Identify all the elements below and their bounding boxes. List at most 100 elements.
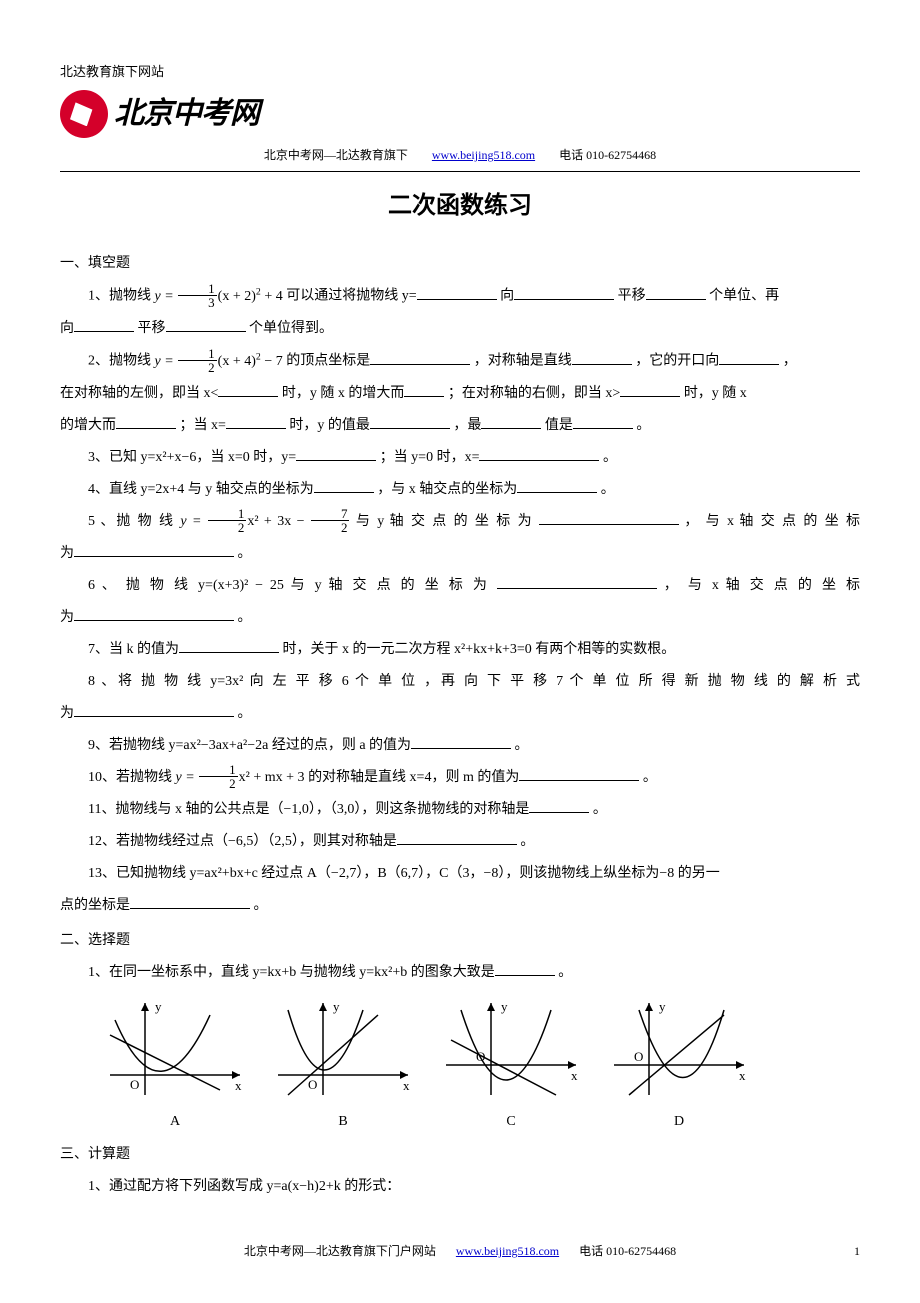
blank [411, 734, 511, 749]
blank [572, 350, 632, 365]
blank [166, 317, 246, 332]
question-8-cont: 为 。 [60, 700, 860, 728]
graph-a-svg: x y O [100, 995, 250, 1105]
blank [417, 285, 497, 300]
q5-equation: y = 12x² + 3x − 72 [180, 514, 356, 529]
question-3: 3、已知 y=x²+x−6，当 x=0 时，y= ；当 y=0 时，x= 。 [60, 444, 860, 472]
graph-option-d: x y O D [604, 995, 754, 1134]
blank [479, 446, 599, 461]
mc-question-1: 1、在同一坐标系中，直线 y=kx+b 与抛物线 y=kx²+b 的图象大致是 … [60, 959, 860, 987]
blank [495, 961, 555, 976]
blank [130, 894, 250, 909]
question-2: 2、抛物线 y = 12(x + 4)2 − 7 的顶点坐标是 ，对称轴是直线 … [60, 347, 860, 376]
blank [296, 446, 376, 461]
blank [74, 542, 234, 557]
blank [539, 510, 679, 525]
question-8: 8 、将 抛 物 线 y=3x² 向 左 平 移 6 个 单 位 ，再 向 下 … [60, 668, 860, 696]
svg-text:x: x [739, 1068, 746, 1083]
question-7: 7、当 k 的值为 时，关于 x 的一元二次方程 x²+kx+k+3=0 有两个… [60, 636, 860, 664]
header-phone: 电话 010-62754468 [559, 145, 656, 167]
blank [514, 285, 614, 300]
graph-d-label: D [604, 1109, 754, 1134]
blank [74, 702, 234, 717]
graph-row: x y O A x y O B x y O [100, 995, 860, 1134]
graph-option-c: x y O C [436, 995, 586, 1134]
question-5-cont: 为 。 [60, 540, 860, 568]
question-5: 5 、抛 物 线 y = 12x² + 3x − 72 与 y 轴 交 点 的 … [60, 508, 860, 536]
svg-text:y: y [155, 999, 162, 1014]
blank [370, 350, 470, 365]
page-number: 1 [854, 1241, 860, 1263]
graph-b-label: B [268, 1109, 418, 1134]
blank [397, 830, 517, 845]
blank [519, 766, 639, 781]
q10-equation: y = 12x² + mx + 3 [176, 770, 309, 785]
svg-text:O: O [130, 1077, 139, 1092]
question-12: 12、若抛物线经过点（−6,5）（2,5），则其对称轴是 。 [60, 828, 860, 856]
blank [404, 382, 444, 397]
svg-text:x: x [403, 1078, 410, 1093]
calc-question-1: 1、通过配方将下列函数写成 y=a(x−h)2+k 的形式： [60, 1173, 860, 1201]
blank [497, 574, 657, 589]
svg-text:x: x [571, 1068, 578, 1083]
svg-text:y: y [501, 999, 508, 1014]
logo-text: 北京中考网 [114, 87, 259, 141]
question-9: 9、若抛物线 y=ax²−3ax+a²−2a 经过的点，则 a 的值为 。 [60, 732, 860, 760]
blank [116, 414, 176, 429]
section-1-heading: 一、填空题 [60, 251, 860, 276]
header-info-left: 北京中考网—北达教育旗下 [264, 145, 408, 167]
q2-equation: y = 12(x + 4)2 − 7 [155, 354, 287, 369]
blank [179, 638, 279, 653]
footer-phone: 电话 010-62754468 [579, 1241, 676, 1263]
blank [481, 414, 541, 429]
blank [719, 350, 779, 365]
graph-option-b: x y O B [268, 995, 418, 1134]
question-13: 13、已知抛物线 y=ax²+bx+c 经过点 A（−2,7），B（6,7），C… [60, 860, 860, 888]
header-brand-sub: 北达教育旗下网站 [60, 60, 860, 83]
q1-label: 1、抛物线 [88, 289, 155, 304]
svg-text:x: x [235, 1078, 242, 1093]
question-2-cont1: 在对称轴的左侧，即当 x< 时，y 随 x 的增大而 ；在对称轴的右侧，即当 x… [60, 380, 860, 408]
q1-equation: y = 13(x + 2)2 + 4 [155, 289, 287, 304]
svg-text:O: O [634, 1049, 643, 1064]
blank [226, 414, 286, 429]
blank [573, 414, 633, 429]
question-10: 10、若抛物线 y = 12x² + mx + 3 的对称轴是直线 x=4，则 … [60, 764, 860, 792]
section-3-heading: 三、计算题 [60, 1142, 860, 1167]
header-info-bar: 北京中考网—北达教育旗下 www.beijing518.com 电话 010-6… [60, 143, 860, 172]
blank [370, 414, 450, 429]
graph-option-a: x y O A [100, 995, 250, 1134]
logo-row: 北京中考网 [60, 87, 860, 141]
logo-icon [60, 90, 108, 138]
question-1: 1、抛物线 y = 13(x + 2)2 + 4 可以通过将抛物线 y= 向 平… [60, 282, 860, 311]
question-6-cont: 为 。 [60, 604, 860, 632]
footer-text: 北京中考网—北达教育旗下门户网站 [244, 1241, 436, 1263]
blank [74, 317, 134, 332]
svg-text:O: O [308, 1077, 317, 1092]
blank [314, 478, 374, 493]
blank [74, 606, 234, 621]
question-6: 6 、 抛 物 线 y=(x+3)² − 25 与 y 轴 交 点 的 坐 标 … [60, 572, 860, 600]
graph-c-svg: x y O [436, 995, 586, 1105]
section-2-heading: 二、选择题 [60, 928, 860, 953]
question-11: 11、抛物线与 x 轴的公共点是（−1,0），（3,0），则这条抛物线的对称轴是… [60, 796, 860, 824]
graph-c-label: C [436, 1109, 586, 1134]
header-url[interactable]: www.beijing518.com [432, 145, 535, 167]
question-1-cont: 向 平移 个单位得到。 [60, 315, 860, 343]
blank [620, 382, 680, 397]
blank [646, 285, 706, 300]
graph-b-svg: x y O [268, 995, 418, 1105]
blank [218, 382, 278, 397]
page-title: 二次函数练习 [60, 184, 860, 227]
page-footer: 北京中考网—北达教育旗下门户网站 www.beijing518.com 电话 0… [60, 1241, 860, 1263]
graph-a-label: A [100, 1109, 250, 1134]
graph-d-svg: x y O [604, 995, 754, 1105]
footer-url[interactable]: www.beijing518.com [456, 1241, 559, 1263]
svg-text:y: y [333, 999, 340, 1014]
question-2-cont2: 的增大而 ；当 x= 时，y 的值最 ，最 值是 。 [60, 412, 860, 440]
question-13-cont: 点的坐标是 。 [60, 892, 860, 920]
blank [529, 798, 589, 813]
question-4: 4、直线 y=2x+4 与 y 轴交点的坐标为 ，与 x 轴交点的坐标为 。 [60, 476, 860, 504]
blank [517, 478, 597, 493]
svg-text:y: y [659, 999, 666, 1014]
